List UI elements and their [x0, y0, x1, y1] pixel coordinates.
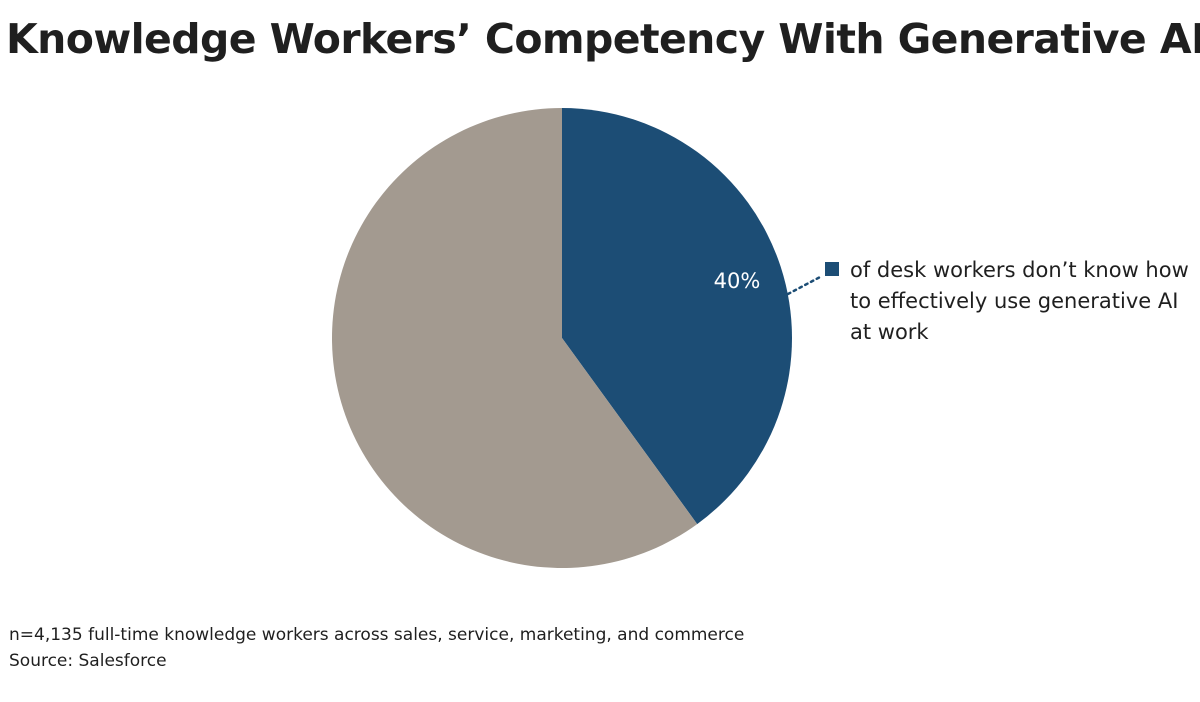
source-note: Source: Salesforce	[9, 651, 167, 671]
pie-slices	[331, 108, 792, 569]
legend-swatch	[825, 262, 839, 276]
pie-slice-2	[331, 108, 698, 569]
pie-slice-1	[562, 108, 792, 525]
legend-entry: of desk workers don’t know how to effect…	[850, 258, 1189, 344]
chart-title: Knowledge Workers’ Competency With Gener…	[6, 15, 1200, 63]
slice-labels: 40%	[714, 269, 761, 293]
sample-note: n=4,135 full-time knowledge workers acro…	[9, 625, 745, 645]
leader-line	[786, 274, 824, 296]
footnote: n=4,135 full-time knowledge workers acro…	[9, 622, 1189, 674]
slice-label-1: 40%	[714, 269, 761, 293]
